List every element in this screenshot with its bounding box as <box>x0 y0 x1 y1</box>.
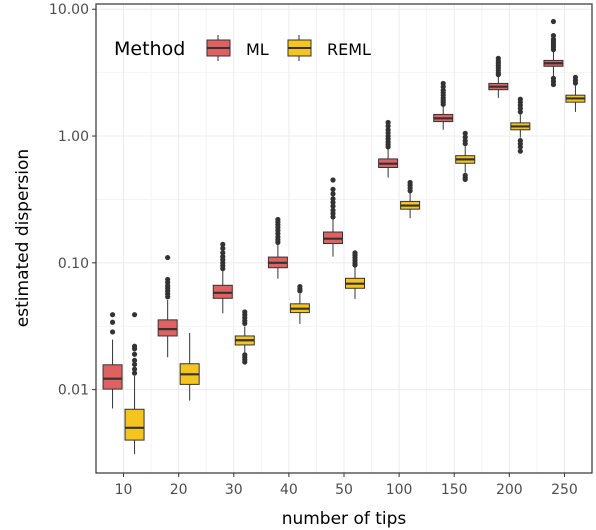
outlier-point-8 <box>385 119 391 126</box>
outlier-point-0 <box>517 148 523 154</box>
x-tick-label-4: 50 <box>335 482 353 498</box>
box-ml-150 <box>433 80 454 130</box>
legend-title: Method <box>114 38 185 60</box>
outlier-point-5 <box>220 250 226 256</box>
x-axis-ticks: 10 20 30 40 50 100 150 200 250 <box>115 473 578 498</box>
outlier-point-1 <box>109 319 116 325</box>
box-reml-50 <box>345 250 365 299</box>
outlier-point-4 <box>131 351 138 357</box>
outlier-point-5 <box>462 134 468 140</box>
box-reml-40 <box>289 283 310 324</box>
outlier-point-6 <box>131 343 138 349</box>
y-tick-label-3: 0.01 <box>58 383 89 399</box>
box-reml-20 <box>179 332 200 401</box>
outlier-point-6 <box>330 191 336 197</box>
outlier-point-3 <box>517 138 523 144</box>
outlier-point-8 <box>550 36 557 42</box>
boxes-layer <box>102 18 586 455</box>
box-ml-50 <box>323 177 343 257</box>
box-body <box>157 319 178 337</box>
outlier-point-8 <box>242 309 248 315</box>
outlier-point-8 <box>330 177 336 183</box>
box-reml-10 <box>124 312 145 455</box>
x-tick-label-0: 10 <box>115 482 133 498</box>
x-tick-label-6: 150 <box>441 482 468 498</box>
legend-label-ml: ML <box>246 40 269 59</box>
box-ml-100 <box>378 119 399 178</box>
box-ml-200 <box>488 55 509 98</box>
outlier-point-2 <box>330 207 336 213</box>
box-reml-150 <box>455 130 476 183</box>
outlier-point-7 <box>131 312 138 318</box>
y-tick-label-2: 0.10 <box>58 256 89 272</box>
box-reml-250 <box>565 74 586 112</box>
outlier-point-8 <box>440 80 446 87</box>
x-tick-label-7: 200 <box>496 482 523 498</box>
box-reml-30 <box>234 309 255 365</box>
major-gridlines <box>96 4 592 473</box>
box-body <box>124 408 145 441</box>
outlier-point-4 <box>330 199 336 205</box>
box-ml-20 <box>157 254 178 358</box>
box-ml-30 <box>212 241 233 314</box>
outlier-point-7 <box>330 186 336 192</box>
outlier-point-3 <box>330 203 336 209</box>
outlier-point-2 <box>131 361 138 368</box>
outlier-point-2 <box>297 283 303 290</box>
outlier-point-5 <box>330 196 336 202</box>
y-tick-label-1: 1.00 <box>58 129 89 145</box>
outlier-point-1 <box>131 366 138 372</box>
y-axis-ticks: 10.00 1.00 0.10 0.01 <box>49 2 96 399</box>
box-reml-200 <box>510 96 531 154</box>
outlier-point-3 <box>407 179 413 186</box>
outlier-point-2 <box>462 172 468 178</box>
outlier-point-10 <box>550 18 557 25</box>
outlier-point-3 <box>131 357 138 364</box>
x-tick-label-1: 20 <box>170 482 188 498</box>
outlier-point-3 <box>242 352 248 358</box>
x-tick-label-5: 100 <box>386 482 413 498</box>
outlier-point-7 <box>385 123 391 129</box>
outlier-point-5 <box>352 250 358 256</box>
outlier-point-0 <box>131 370 138 376</box>
outlier-point-6 <box>385 127 391 133</box>
box-ml-250 <box>543 18 564 88</box>
outlier-point-0 <box>109 329 116 335</box>
x-tick-label-3: 40 <box>280 482 298 498</box>
legend-label-reml: REML <box>327 40 371 59</box>
x-tick-label-2: 30 <box>225 482 243 498</box>
legend: Method ML REML <box>114 35 371 61</box>
outlier-point-6 <box>165 276 171 283</box>
outlier-point-7 <box>220 241 226 247</box>
outlier-point-9 <box>550 32 557 39</box>
outlier-point-2 <box>572 74 579 81</box>
legend-item-ml: ML <box>206 35 269 61</box>
y-axis-title: estimated dispersion <box>13 149 33 327</box>
x-tick-label-8: 250 <box>551 482 578 498</box>
box-ml-40 <box>267 216 288 279</box>
outlier-point-2 <box>109 312 116 318</box>
outlier-point-4 <box>220 253 226 260</box>
outlier-point-8 <box>517 96 523 102</box>
outlier-point-7 <box>495 55 501 61</box>
outlier-point-6 <box>220 245 226 251</box>
box-ml-10 <box>102 312 123 409</box>
outlier-point-7 <box>165 254 171 261</box>
x-axis-title: number of tips <box>282 509 407 529</box>
box-reml-100 <box>400 179 421 219</box>
legend-item-reml: REML <box>287 35 371 61</box>
outlier-point-2 <box>550 75 557 81</box>
outlier-point-8 <box>275 216 281 223</box>
y-tick-label-0: 10.00 <box>49 2 89 18</box>
outlier-point-6 <box>462 130 468 136</box>
box-body <box>102 364 123 390</box>
